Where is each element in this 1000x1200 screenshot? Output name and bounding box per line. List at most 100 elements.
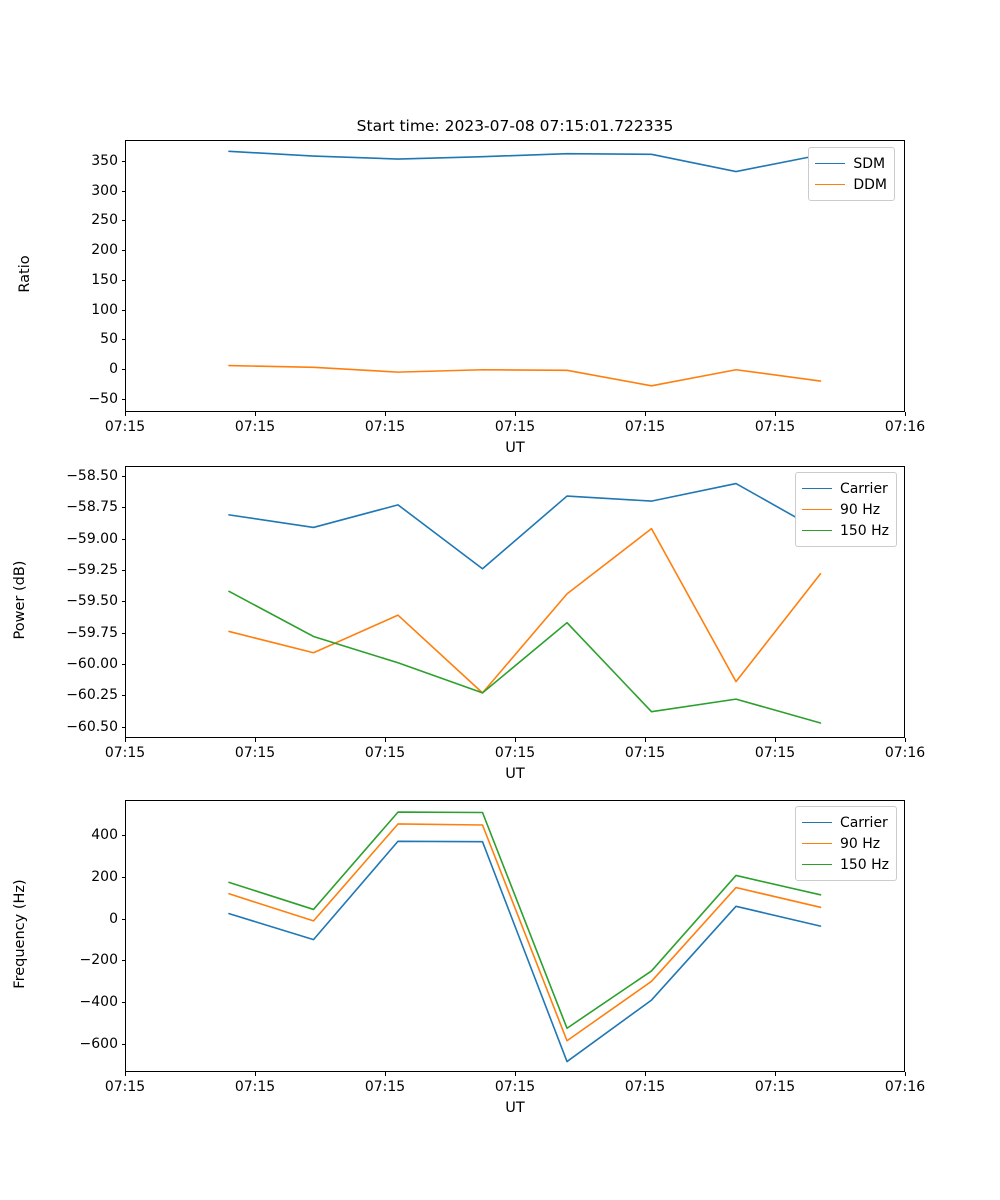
xtick-mark-1-0 [125, 412, 126, 416]
ytick-label-3-1: −400 [79, 994, 118, 1011]
ytick-mark-1-0 [121, 398, 125, 400]
axes-frame-3 [125, 800, 905, 1072]
legend-label: 150 Hz [839, 522, 889, 539]
series-line-90-hz [228, 823, 822, 1042]
ytick-mark-1-1 [121, 369, 125, 371]
ytick-mark-1-2 [121, 339, 125, 341]
ytick-mark-3-0 [121, 1043, 125, 1045]
xtick-mark-2-2 [385, 738, 386, 742]
ytick-mark-2-0 [121, 726, 125, 728]
legend-swatch-ddm [815, 184, 846, 185]
xtick-label-2-0: 07:15 [104, 745, 146, 761]
ytick-label-2-6: −59.00 [66, 530, 118, 547]
ytick-label-3-4: 200 [91, 869, 118, 886]
xtick-mark-3-1 [255, 1072, 256, 1076]
ytick-label-1-6: 250 [91, 212, 118, 229]
xtick-mark-1-2 [385, 412, 386, 416]
ytick-label-2-7: −58.75 [66, 499, 118, 516]
legend-item-carrier: Carrier [801, 478, 889, 499]
ylabel-3: Frequency (Hz) [12, 879, 28, 989]
xtick-mark-3-4 [645, 1072, 646, 1076]
legend-swatch-150-hz [801, 864, 832, 865]
ylabel-2: Power (dB) [12, 560, 28, 640]
legend-swatch-90-hz [801, 843, 832, 844]
legend-item-150-hz: 150 Hz [801, 520, 889, 541]
ytick-label-1-4: 150 [91, 271, 118, 288]
ytick-label-1-0: −50 [88, 390, 118, 407]
xtick-label-1-5: 07:15 [754, 419, 796, 435]
axes-frame-2 [125, 466, 905, 738]
xtick-label-3-2: 07:15 [364, 1079, 406, 1095]
xtick-mark-2-0 [125, 738, 126, 742]
legend-item-ddm: DDM [815, 174, 887, 195]
ytick-mark-2-5 [121, 570, 125, 572]
ytick-mark-3-4 [121, 877, 125, 879]
xtick-label-1-1: 07:15 [234, 419, 276, 435]
legend-label: Carrier [839, 480, 888, 497]
plot-lines-1 [228, 150, 822, 387]
legend-label: 90 Hz [839, 835, 881, 852]
ylabel-1: Ratio [17, 255, 33, 293]
ytick-mark-3-2 [121, 960, 125, 962]
xtick-mark-3-6 [905, 1072, 906, 1076]
xtick-label-3-5: 07:15 [754, 1079, 796, 1095]
ytick-label-2-1: −60.25 [66, 687, 118, 704]
ytick-label-3-2: −200 [79, 952, 118, 969]
xtick-mark-1-1 [255, 412, 256, 416]
ytick-mark-1-3 [121, 309, 125, 311]
xtick-mark-2-1 [255, 738, 256, 742]
legend-label: DDM [853, 176, 887, 193]
ytick-label-2-2: −60.00 [66, 656, 118, 673]
series-line-90-hz [228, 527, 822, 694]
ytick-label-1-3: 100 [91, 301, 118, 318]
xtick-mark-3-3 [515, 1072, 516, 1076]
legend-3: Carrier 90 Hz 150 Hz [794, 806, 897, 881]
xtick-label-2-6: 07:16 [884, 745, 926, 761]
legend-swatch-150-hz [801, 530, 832, 531]
ytick-mark-3-5 [121, 835, 125, 837]
xtick-label-3-0: 07:15 [104, 1079, 146, 1095]
ytick-label-3-3: 0 [109, 910, 118, 927]
ytick-label-2-3: −59.75 [66, 624, 118, 641]
xtick-label-2-2: 07:15 [364, 745, 406, 761]
ytick-label-2-5: −59.25 [66, 562, 118, 579]
series-line-150-hz [228, 811, 822, 1030]
xtick-mark-3-2 [385, 1072, 386, 1076]
xtick-label-1-2: 07:15 [364, 419, 406, 435]
xtick-label-2-3: 07:15 [494, 745, 536, 761]
xtick-mark-3-5 [775, 1072, 776, 1076]
xtick-mark-1-5 [775, 412, 776, 416]
legend-label: 150 Hz [839, 856, 889, 873]
ytick-mark-3-1 [121, 1002, 125, 1004]
figure-title: Start time: 2023-07-08 07:15:01.722335 [356, 117, 674, 135]
legend-label: Carrier [839, 814, 888, 831]
ytick-label-2-4: −59.50 [66, 593, 118, 610]
legend-label: 90 Hz [839, 501, 881, 518]
xtick-label-2-1: 07:15 [234, 745, 276, 761]
ytick-mark-1-6 [121, 220, 125, 222]
ytick-mark-3-3 [121, 918, 125, 920]
plot-lines-2 [228, 482, 822, 724]
subplot-2: Carrier 90 Hz 150 Hz [125, 466, 905, 738]
xtick-label-3-6: 07:16 [884, 1079, 926, 1095]
ytick-mark-2-1 [121, 695, 125, 697]
ytick-mark-2-3 [121, 632, 125, 634]
legend-label: SDM [853, 155, 886, 172]
series-line-carrier [228, 840, 822, 1063]
legend-swatch-90-hz [801, 509, 832, 510]
ytick-label-1-1: 0 [109, 361, 118, 378]
legend-item-90-hz: 90 Hz [801, 499, 889, 520]
legend-item-sdm: SDM [815, 153, 887, 174]
legend-1: SDM DDM [808, 147, 895, 201]
plot-lines-3 [228, 811, 822, 1063]
legend-item-carrier: Carrier [801, 812, 889, 833]
xtick-label-1-4: 07:15 [624, 419, 666, 435]
ytick-mark-2-8 [121, 476, 125, 478]
ytick-label-1-5: 200 [91, 242, 118, 259]
series-line-150-hz [228, 590, 822, 724]
ytick-label-1-2: 50 [100, 331, 118, 348]
series-line-carrier [228, 482, 822, 570]
ytick-mark-2-7 [121, 507, 125, 509]
legend-item-150-hz: 150 Hz [801, 854, 889, 875]
xtick-mark-1-3 [515, 412, 516, 416]
